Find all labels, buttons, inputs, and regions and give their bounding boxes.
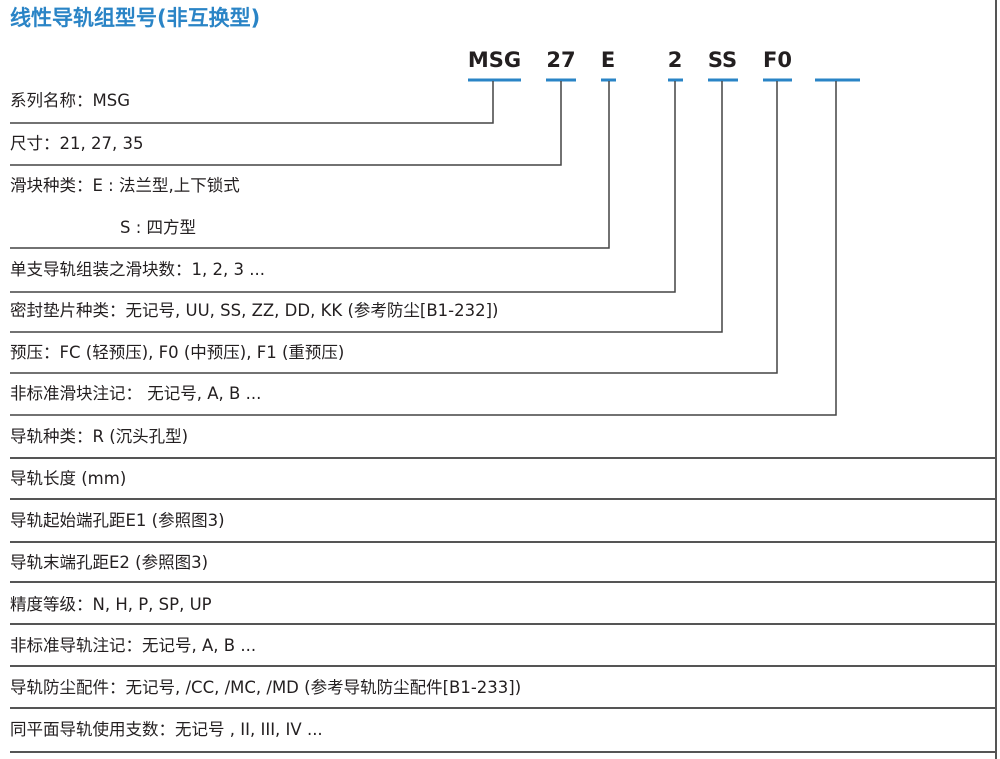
row-nonstandard-rail: 非标准导轨注记：无记号, A, B ... — [10, 636, 257, 655]
code-series: MSG — [467, 48, 522, 72]
code-preload: F0 — [763, 48, 792, 72]
page-title: 线性导轨组型号(非互换型) — [10, 6, 261, 30]
code-size: 27 — [546, 48, 576, 72]
row-block-count: 单支导轨组装之滑块数：1, 2, 3 ... — [10, 260, 265, 279]
row-rail-type: 导轨种类：R (沉头孔型) — [10, 427, 189, 446]
row-block-type-s: S : 四方型 — [120, 218, 197, 237]
row-rail-length: 导轨长度 (mm) — [10, 469, 127, 488]
row-e1: 导轨起始端孔距E1 (参照图3) — [10, 511, 225, 530]
row-rail-count: 同平面导轨使用支数：无记号 , II, III, IV ... — [10, 720, 323, 739]
row-block-type: 滑块种类：E : 法兰型,上下锁式 — [10, 176, 240, 195]
row-series: 系列名称：MSG — [10, 91, 130, 110]
row-preload: 预压：FC (轻预压), F0 (中预压), F1 (重预压) — [10, 343, 345, 362]
row-e2: 导轨末端孔距E2 (参照图3) — [10, 553, 209, 572]
row-nonstandard-block: 非标准滑块注记： 无记号, A, B ... — [10, 384, 262, 403]
row-dividers — [10, 457, 996, 753]
row-size: 尺寸：21, 27, 35 — [10, 134, 144, 153]
code-seal: SS — [707, 48, 738, 72]
code-block-count: 2 — [667, 48, 683, 72]
row-seal: 密封垫片种类：无记号, UU, SS, ZZ, DD, KK (参考防尘[B1-… — [10, 301, 499, 320]
row-rail-dust: 导轨防尘配件：无记号, /CC, /MC, /MD (参考导轨防尘配件[B1-2… — [10, 678, 522, 697]
row-accuracy: 精度等级：N, H, P, SP, UP — [10, 595, 212, 614]
code-block-type: E — [600, 48, 616, 72]
leader-lines — [10, 81, 837, 416]
